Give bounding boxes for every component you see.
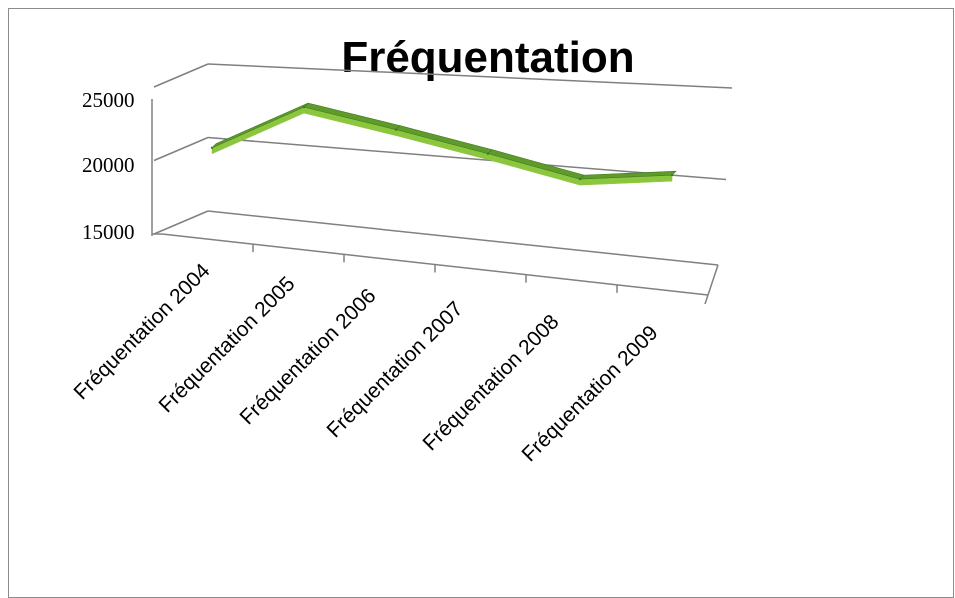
chart-walls [151,63,733,305]
gridline-back [207,63,733,89]
floor-right-edge [707,264,719,296]
data-point [578,177,582,181]
gridline-side [153,63,209,88]
data-point [394,128,398,131]
chart-svg: Fréquentation 15000 20000 25000 Fréquentat… [69,33,733,466]
floor-corner-tick [704,294,709,305]
gridline-back [207,210,719,266]
ribbon-front-segment [211,106,305,155]
data-point [210,146,214,149]
chart-title: Fréquentation [341,33,634,82]
gridline-side [153,210,209,235]
series-ribbon [210,102,677,186]
data-point [486,152,490,155]
ribbon-front-segment [395,129,489,160]
ribbon-front-segment [487,153,581,186]
gridline-side [153,136,209,162]
y-tick-label: 20000 [82,153,135,177]
data-point [670,173,674,177]
data-point [302,105,306,109]
chart-area [8,8,954,598]
ribbon-top-segment [579,170,677,180]
y-tick-label: 25000 [82,88,135,112]
ribbon-top-segment [487,149,585,180]
y-axis-ticks: 15000 20000 25000 [82,88,135,244]
y-tick-label: 15000 [82,220,135,244]
